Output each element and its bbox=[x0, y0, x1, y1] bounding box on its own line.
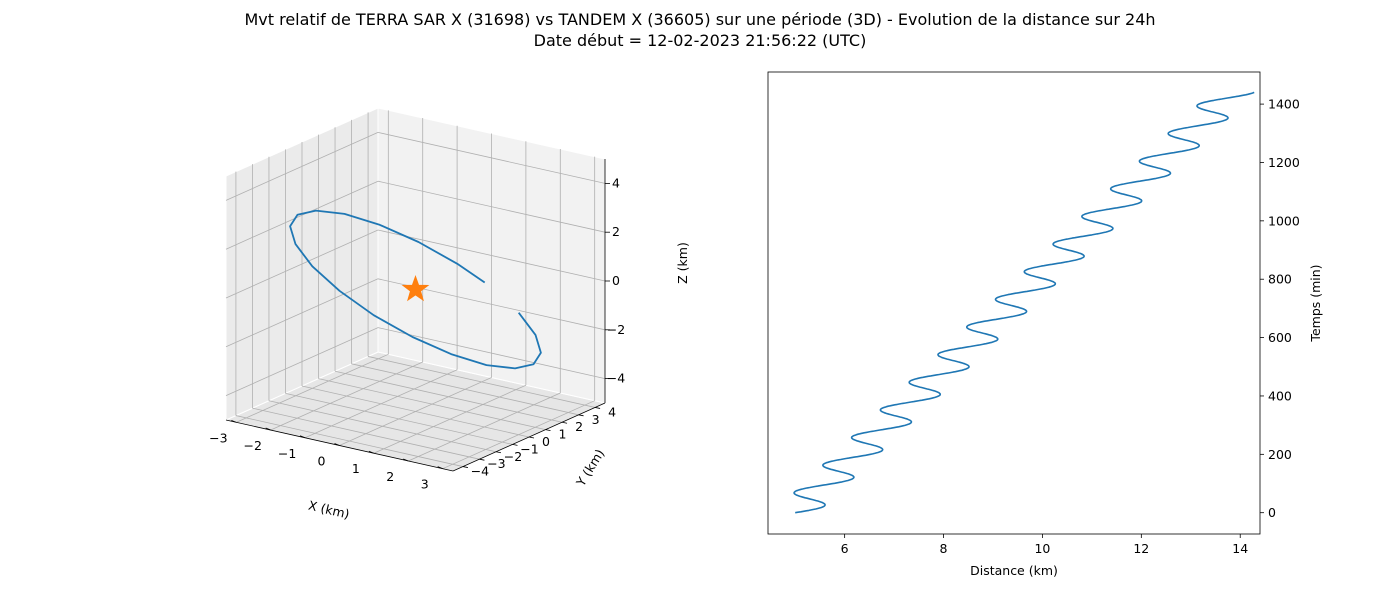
y-axis-label: Y (km) bbox=[572, 446, 607, 489]
y-tick-label: 2 bbox=[575, 419, 583, 434]
grid-z-side bbox=[225, 327, 379, 396]
y-tick-label: 4 bbox=[608, 404, 616, 419]
y-tick bbox=[561, 421, 568, 424]
y-tick bbox=[545, 429, 551, 432]
grid-z-back bbox=[377, 132, 606, 184]
z-tick-label: 0 bbox=[612, 273, 620, 288]
y-tick-label: 3 bbox=[592, 412, 600, 427]
grid-y-floor bbox=[334, 370, 563, 423]
z-tick-label: 2 bbox=[612, 224, 620, 239]
grid-z-back bbox=[377, 180, 606, 233]
grid-z-side bbox=[225, 180, 379, 250]
axis-labels-2d: Distance (km) Temps (min) bbox=[970, 264, 1323, 578]
x-tick-label: −3 bbox=[209, 430, 227, 445]
grid-3d bbox=[225, 110, 606, 470]
y-tick bbox=[495, 451, 502, 454]
grid-z-side bbox=[225, 229, 379, 299]
marks-3d bbox=[289, 209, 542, 370]
y-tick-label: 600 bbox=[1268, 330, 1292, 345]
y-tick-label: 200 bbox=[1268, 447, 1292, 462]
grid-y-floor bbox=[367, 356, 596, 408]
y-tick-label: 0 bbox=[1268, 505, 1276, 520]
x-axis-label: Distance (km) bbox=[970, 563, 1058, 578]
ticks-2d: 6 8 10 12 14 0 200 400 600 800 1000 1200 1400 bbox=[841, 97, 1300, 556]
x-tick bbox=[299, 435, 306, 439]
y-tick-label: −3 bbox=[487, 456, 505, 471]
grid-y-floor bbox=[252, 407, 480, 460]
z-tick-label: −4 bbox=[607, 371, 625, 386]
z-axis-label: Z (km) bbox=[675, 242, 690, 284]
grid-z-back bbox=[377, 229, 606, 282]
grid-y-floor bbox=[318, 378, 546, 430]
grid-y-floor bbox=[268, 400, 497, 453]
y-tick bbox=[512, 443, 518, 446]
grid-y-floor bbox=[235, 415, 464, 467]
x-tick bbox=[403, 458, 409, 462]
x-tick bbox=[437, 466, 443, 470]
grid-z-side bbox=[225, 132, 379, 201]
z-tick-label: −2 bbox=[607, 322, 625, 337]
grid-y-floor bbox=[301, 385, 530, 438]
y-tick-label: 1 bbox=[559, 427, 567, 442]
y-tick-label: 0 bbox=[542, 434, 550, 449]
y-tick bbox=[528, 436, 535, 439]
z-tick-label: 4 bbox=[612, 175, 620, 190]
y-tick-label: 800 bbox=[1268, 272, 1292, 287]
x-tick bbox=[368, 450, 375, 454]
marks-2d bbox=[793, 91, 1255, 514]
x-tick bbox=[231, 419, 237, 423]
x-axis-label: X (km) bbox=[307, 498, 351, 522]
grid-y-floor bbox=[285, 393, 513, 445]
figure-subtitle: Date début = 12-02-2023 21:56:22 (UTC) bbox=[533, 31, 867, 50]
grid-z-side bbox=[225, 278, 379, 348]
series-line-2d bbox=[793, 91, 1255, 514]
x-tick-label: −2 bbox=[243, 438, 261, 453]
y-tick-label: −2 bbox=[504, 449, 522, 464]
series-line-3d bbox=[289, 209, 542, 370]
star-marker bbox=[401, 275, 430, 302]
grid-y-floor bbox=[351, 363, 579, 416]
x-tick-label: 2 bbox=[386, 469, 394, 484]
y-tick-label: 400 bbox=[1268, 388, 1292, 403]
plot-frame bbox=[767, 71, 1261, 535]
grid-z-back bbox=[377, 327, 606, 379]
y-tick-label: −4 bbox=[471, 464, 489, 479]
y-tick bbox=[462, 466, 468, 468]
x-tick-label: 6 bbox=[841, 541, 849, 556]
x-tick bbox=[265, 427, 271, 431]
y-tick-label: 1000 bbox=[1268, 213, 1300, 228]
x-tick-label: 8 bbox=[940, 541, 948, 556]
x-tick-label: 12 bbox=[1133, 541, 1149, 556]
y-tick bbox=[479, 458, 485, 461]
x-tick-label: −1 bbox=[278, 446, 296, 461]
y-tick-label: −1 bbox=[520, 441, 538, 456]
x-tick-label: 3 bbox=[421, 477, 429, 492]
figure-title: Mvt relatif de TERRA SAR X (31698) vs TA… bbox=[244, 10, 1156, 29]
y-tick bbox=[578, 414, 584, 417]
y-tick-label: 1200 bbox=[1268, 155, 1300, 170]
y-tick-label: 1400 bbox=[1268, 97, 1300, 112]
y-axis-label: Temps (min) bbox=[1308, 264, 1323, 342]
x-tick-label: 0 bbox=[318, 454, 326, 469]
x-tick-label: 10 bbox=[1034, 541, 1050, 556]
x-tick-label: 1 bbox=[352, 461, 360, 476]
axes-2d: 6 8 10 12 14 0 200 400 600 800 1000 1200 1400 Distan… bbox=[767, 71, 1323, 578]
x-tick bbox=[334, 443, 340, 446]
x-tick-label: 14 bbox=[1232, 541, 1248, 556]
y-tick bbox=[595, 407, 601, 409]
